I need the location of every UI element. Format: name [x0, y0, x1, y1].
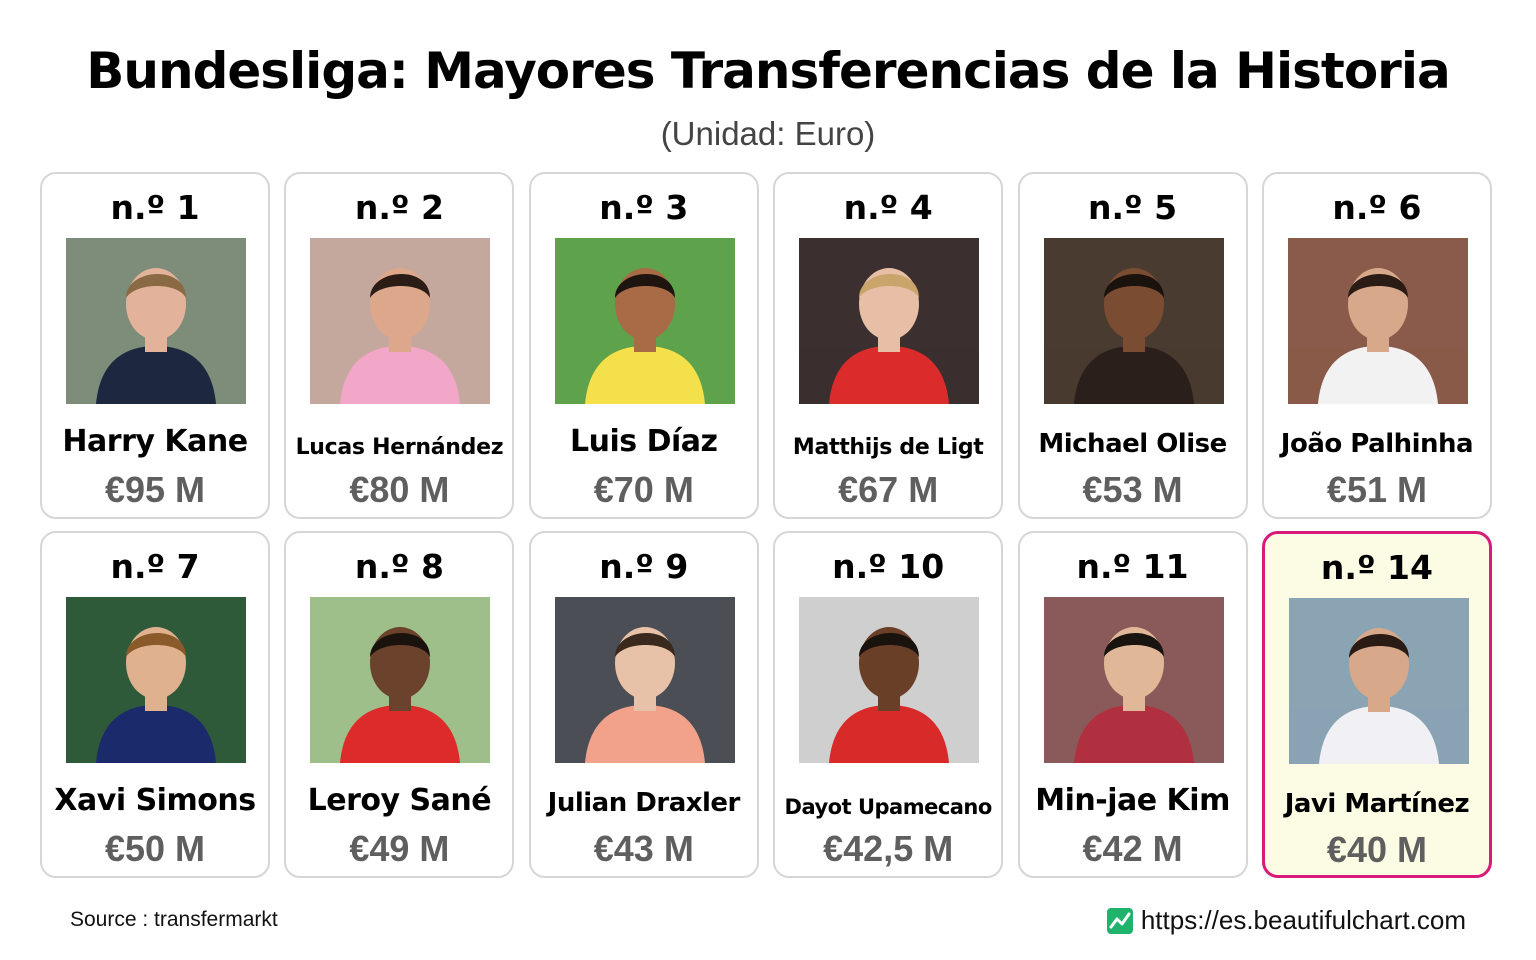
transfer-grid: n.º 1 Harry Kane €95 M n.º 2 Lucas Herná…: [40, 172, 1492, 878]
player-name: Leroy Sané: [307, 783, 492, 818]
player-card: n.º 2 Lucas Hernández €80 M: [284, 172, 515, 519]
player-portrait: [554, 238, 735, 404]
player-name: Michael Olise: [1038, 429, 1227, 459]
player-portrait: [66, 597, 246, 763]
rank-label: n.º 1: [110, 188, 200, 227]
rank-label: n.º 14: [1320, 548, 1433, 587]
transfer-fee: €42,5 M: [823, 828, 954, 869]
player-card: n.º 9 Julian Draxler €43 M: [528, 531, 759, 878]
player-card: n.º 7 Xavi Simons €50 M: [40, 531, 270, 878]
player-name: Lucas Hernández: [295, 435, 504, 460]
rank-label: n.º 9: [599, 547, 689, 586]
player-name: Julian Draxler: [547, 788, 741, 818]
transfer-fee: €67 M: [838, 469, 939, 510]
rank-label: n.º 2: [354, 188, 444, 227]
player-portrait: [1287, 238, 1468, 404]
player-name: João Palhinha: [1280, 429, 1474, 459]
transfer-fee: €43 M: [593, 828, 694, 869]
transfer-fee: €42 M: [1082, 828, 1183, 869]
source-note: Source : transfermarkt: [70, 908, 278, 931]
player-portrait: [66, 238, 246, 404]
transfer-fee: €51 M: [1326, 469, 1427, 510]
player-card: n.º 5 Michael Olise €53 M: [1017, 172, 1248, 519]
player-portrait: [310, 238, 491, 404]
transfer-fee: €80 M: [349, 469, 450, 510]
player-photo: [1288, 598, 1469, 764]
player-name: Matthijs de Ligt: [792, 435, 984, 460]
player-photo: [554, 597, 735, 763]
rank-label: n.º 5: [1088, 188, 1178, 227]
player-portrait: [1043, 238, 1224, 404]
site-url[interactable]: https://es.beautifulchart.com: [1140, 905, 1466, 935]
player-portrait: [1288, 598, 1469, 764]
player-photo: [66, 238, 246, 404]
player-photo: [310, 597, 491, 763]
rank-label: n.º 10: [832, 547, 945, 586]
rank-label: n.º 7: [110, 547, 200, 586]
player-photo: [66, 597, 246, 763]
player-photo: [1287, 238, 1468, 404]
page-subtitle: (Unidad: Euro): [660, 115, 876, 152]
player-card: n.º 8 Leroy Sané €49 M: [284, 531, 515, 878]
player-photo: [1043, 238, 1224, 404]
player-photo: [310, 238, 491, 404]
player-photo: [554, 238, 735, 404]
player-card: n.º 10 Dayot Upamecano €42,5 M: [773, 531, 1004, 878]
player-portrait: [554, 597, 735, 763]
player-card: n.º 4 Matthijs de Ligt €67 M: [773, 172, 1004, 519]
player-portrait: [1043, 597, 1224, 763]
player-name: Luis Díaz: [570, 424, 718, 459]
player-card: n.º 11 Min-jae Kim €42 M: [1017, 531, 1248, 878]
rank-label: n.º 8: [354, 547, 444, 586]
player-card: n.º 6 João Palhinha €51 M: [1261, 172, 1492, 519]
player-portrait: [310, 597, 491, 763]
rank-label: n.º 4: [843, 188, 933, 227]
player-name: Dayot Upamecano: [784, 795, 993, 819]
transfer-fee: €50 M: [104, 828, 206, 869]
transfer-fee: €95 M: [104, 469, 206, 510]
player-name: Javi Martínez: [1284, 789, 1470, 819]
player-name: Min-jae Kim: [1035, 783, 1230, 818]
player-card: n.º 1 Harry Kane €95 M: [40, 172, 270, 519]
chart-logo-icon: [1106, 907, 1133, 934]
player-card: n.º 3 Luis Díaz €70 M: [528, 172, 759, 519]
transfer-fee: €53 M: [1082, 469, 1183, 510]
rank-label: n.º 3: [599, 188, 689, 227]
player-name: Harry Kane: [62, 424, 248, 459]
player-portrait: [799, 597, 980, 763]
rank-label: n.º 11: [1076, 547, 1189, 586]
player-photo: [799, 238, 980, 404]
player-name: Xavi Simons: [54, 783, 256, 818]
transfer-fee: €70 M: [593, 469, 694, 510]
player-portrait: [799, 238, 980, 404]
site-link[interactable]: https://es.beautifulchart.com: [1106, 905, 1466, 936]
player-card: n.º 14 Javi Martínez €40 M: [1261, 531, 1492, 878]
rank-label: n.º 6: [1332, 188, 1422, 227]
player-photo: [799, 597, 980, 763]
player-photo: [1043, 597, 1224, 763]
transfer-fee: €49 M: [349, 828, 450, 869]
page-title: Bundesliga: Mayores Transferencias de la…: [86, 42, 1450, 100]
transfer-fee: €40 M: [1326, 829, 1427, 870]
